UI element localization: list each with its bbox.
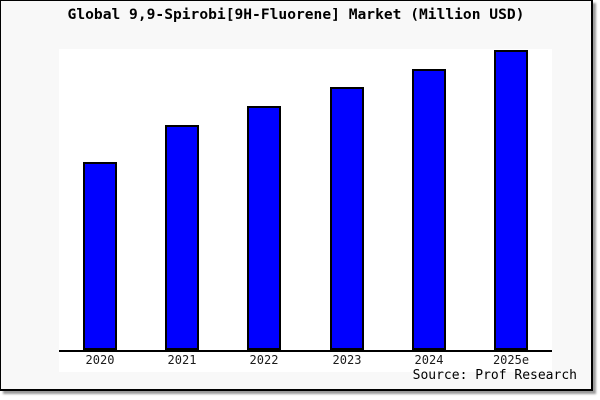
bar-2024: [412, 69, 446, 350]
x-tick-label-2023: 2023: [332, 353, 362, 367]
x-axis-line: [59, 350, 552, 352]
x-tick-label-2025e: 2025e: [492, 353, 530, 367]
source-credit: Source: Prof Research: [412, 368, 577, 383]
x-tick-label-2020: 2020: [85, 353, 115, 367]
bar-2023: [330, 87, 364, 350]
plot-area: [59, 49, 552, 372]
bar-2020: [83, 162, 117, 350]
chart-title: Global 9,9-Spirobi[9H-Fluorene] Market (…: [67, 6, 525, 23]
x-tick-label-2024: 2024: [414, 353, 444, 367]
bar-2021: [165, 125, 199, 350]
chart-container: Global 9,9-Spirobi[9H-Fluorene] Market (…: [0, 0, 593, 391]
x-tick-label-2021: 2021: [167, 353, 197, 367]
x-tick-label-2022: 2022: [249, 353, 279, 367]
bar-2025e: [494, 50, 528, 350]
bar-2022: [247, 106, 281, 350]
